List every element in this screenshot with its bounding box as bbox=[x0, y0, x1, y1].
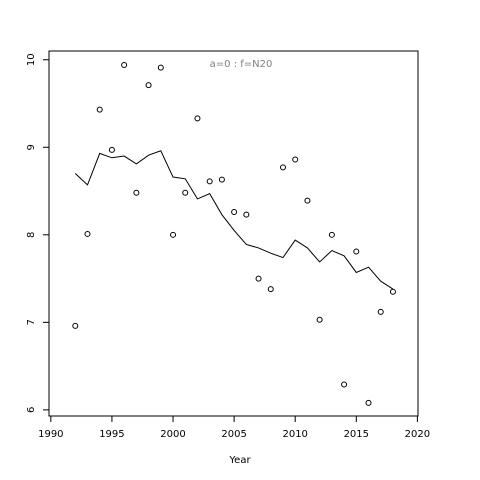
point bbox=[279, 164, 286, 171]
y-tick-label: 9 bbox=[26, 144, 37, 150]
point bbox=[145, 82, 152, 89]
point bbox=[72, 322, 79, 329]
point bbox=[389, 288, 396, 295]
point bbox=[218, 176, 225, 183]
annotation: a=0 : f=N20 bbox=[210, 59, 273, 70]
point bbox=[96, 106, 103, 113]
point bbox=[157, 64, 164, 71]
point bbox=[231, 209, 238, 216]
point bbox=[108, 146, 115, 153]
y-tick-label: 8 bbox=[26, 232, 37, 238]
point bbox=[133, 189, 140, 196]
point bbox=[255, 275, 262, 282]
point bbox=[206, 178, 213, 185]
point bbox=[365, 399, 372, 406]
point bbox=[243, 211, 250, 218]
plot-frame bbox=[48, 50, 419, 417]
point bbox=[377, 308, 384, 315]
point bbox=[170, 231, 177, 238]
point bbox=[353, 248, 360, 255]
point bbox=[121, 62, 128, 69]
point bbox=[194, 115, 201, 122]
x-axis-label: Year bbox=[228, 455, 251, 466]
point bbox=[316, 316, 323, 323]
x-tick-label: 2000 bbox=[160, 429, 185, 440]
y-tick-label: 6 bbox=[26, 407, 37, 413]
x-tick-label: 2015 bbox=[344, 429, 369, 440]
point bbox=[182, 189, 189, 196]
y-tick-label: 7 bbox=[26, 319, 37, 325]
x-tick-label: 2005 bbox=[221, 429, 246, 440]
point bbox=[304, 197, 311, 204]
x-tick-label: 1990 bbox=[38, 429, 63, 440]
point bbox=[84, 230, 91, 237]
point bbox=[341, 381, 348, 388]
point bbox=[267, 286, 274, 293]
point bbox=[292, 156, 299, 163]
x-tick-label: 1995 bbox=[99, 429, 124, 440]
y-tick-label: 10 bbox=[26, 53, 37, 66]
x-tick-label: 2010 bbox=[282, 429, 307, 440]
point bbox=[328, 231, 335, 238]
x-tick-label: 2020 bbox=[405, 429, 430, 440]
trend-line bbox=[74, 150, 394, 290]
